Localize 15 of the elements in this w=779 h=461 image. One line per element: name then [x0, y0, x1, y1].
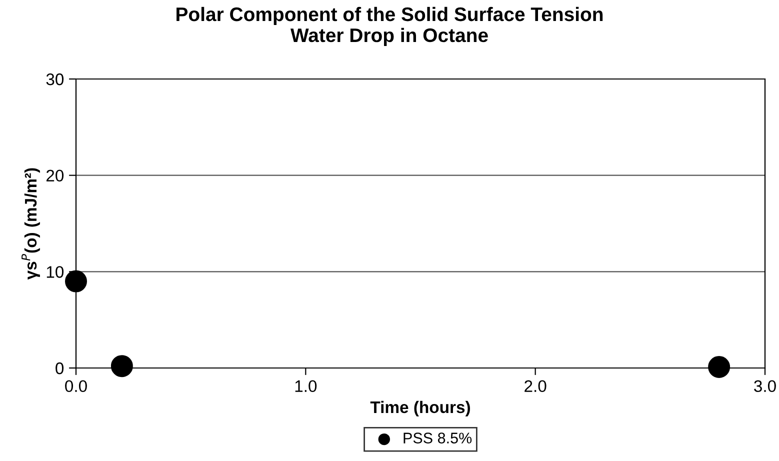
x-tick-label: 3.0: [754, 380, 776, 392]
y-tick-label: 20: [46, 170, 64, 182]
y-tick-label: 0: [56, 362, 64, 374]
point: [65, 270, 87, 292]
x-tick-label: 2.0: [524, 380, 546, 392]
y-axis-title: γs$^{P}$(o) (mJ/m²): [22, 168, 40, 280]
x-tick-label: 1.0: [295, 380, 317, 392]
x-axis-title: Time (hours): [370, 400, 470, 416]
y-tick-label: 10: [46, 266, 64, 278]
y-tick-label: 30: [46, 73, 64, 86]
chart-title: Polar Component of the Solid Surface Tension Water Drop in Octane: [176, 6, 603, 46]
point: [110, 355, 133, 378]
x-tick-label: 0.0: [65, 380, 87, 392]
point: [708, 356, 730, 378]
legend-label: PSS 8.5%: [404, 432, 472, 444]
